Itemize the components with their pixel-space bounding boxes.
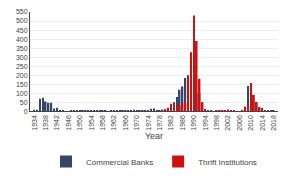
svg-text:1990: 1990 [190, 115, 197, 131]
svg-text:300: 300 [16, 54, 28, 61]
svg-text:400: 400 [16, 36, 28, 43]
svg-text:1982: 1982 [167, 115, 174, 131]
svg-text:2014: 2014 [259, 115, 266, 131]
svg-text:Thrift Institutions: Thrift Institutions [198, 158, 257, 167]
svg-text:1994: 1994 [202, 115, 209, 131]
svg-text:550: 550 [16, 8, 28, 15]
svg-text:2006: 2006 [236, 115, 243, 131]
svg-text:200: 200 [16, 72, 28, 79]
svg-text:350: 350 [16, 45, 28, 52]
svg-text:1954: 1954 [88, 115, 95, 131]
svg-text:500: 500 [16, 17, 28, 24]
svg-text:Commercial Banks: Commercial Banks [86, 158, 153, 167]
svg-text:1934: 1934 [31, 115, 38, 131]
svg-text:450: 450 [16, 27, 28, 34]
svg-text:50: 50 [20, 99, 28, 106]
svg-text:2010: 2010 [247, 115, 254, 131]
svg-text:1938: 1938 [42, 115, 49, 131]
svg-text:250: 250 [16, 63, 28, 70]
svg-text:150: 150 [16, 81, 28, 88]
svg-text:1942: 1942 [53, 115, 60, 131]
svg-text:1974: 1974 [145, 115, 152, 131]
svg-text:1970: 1970 [133, 115, 140, 131]
svg-text:2002: 2002 [224, 115, 231, 131]
svg-text:1958: 1958 [99, 115, 106, 131]
svg-text:1986: 1986 [179, 115, 186, 131]
svg-text:0: 0 [24, 108, 28, 115]
svg-text:1946: 1946 [65, 115, 72, 131]
svg-text:1998: 1998 [213, 115, 220, 131]
svg-text:Year: Year [145, 131, 163, 141]
svg-text:1950: 1950 [76, 115, 83, 131]
svg-text:1978: 1978 [156, 115, 163, 131]
svg-text:100: 100 [16, 90, 28, 97]
svg-text:2018: 2018 [270, 115, 277, 131]
svg-text:1962: 1962 [110, 115, 117, 131]
svg-text:1966: 1966 [122, 115, 129, 131]
